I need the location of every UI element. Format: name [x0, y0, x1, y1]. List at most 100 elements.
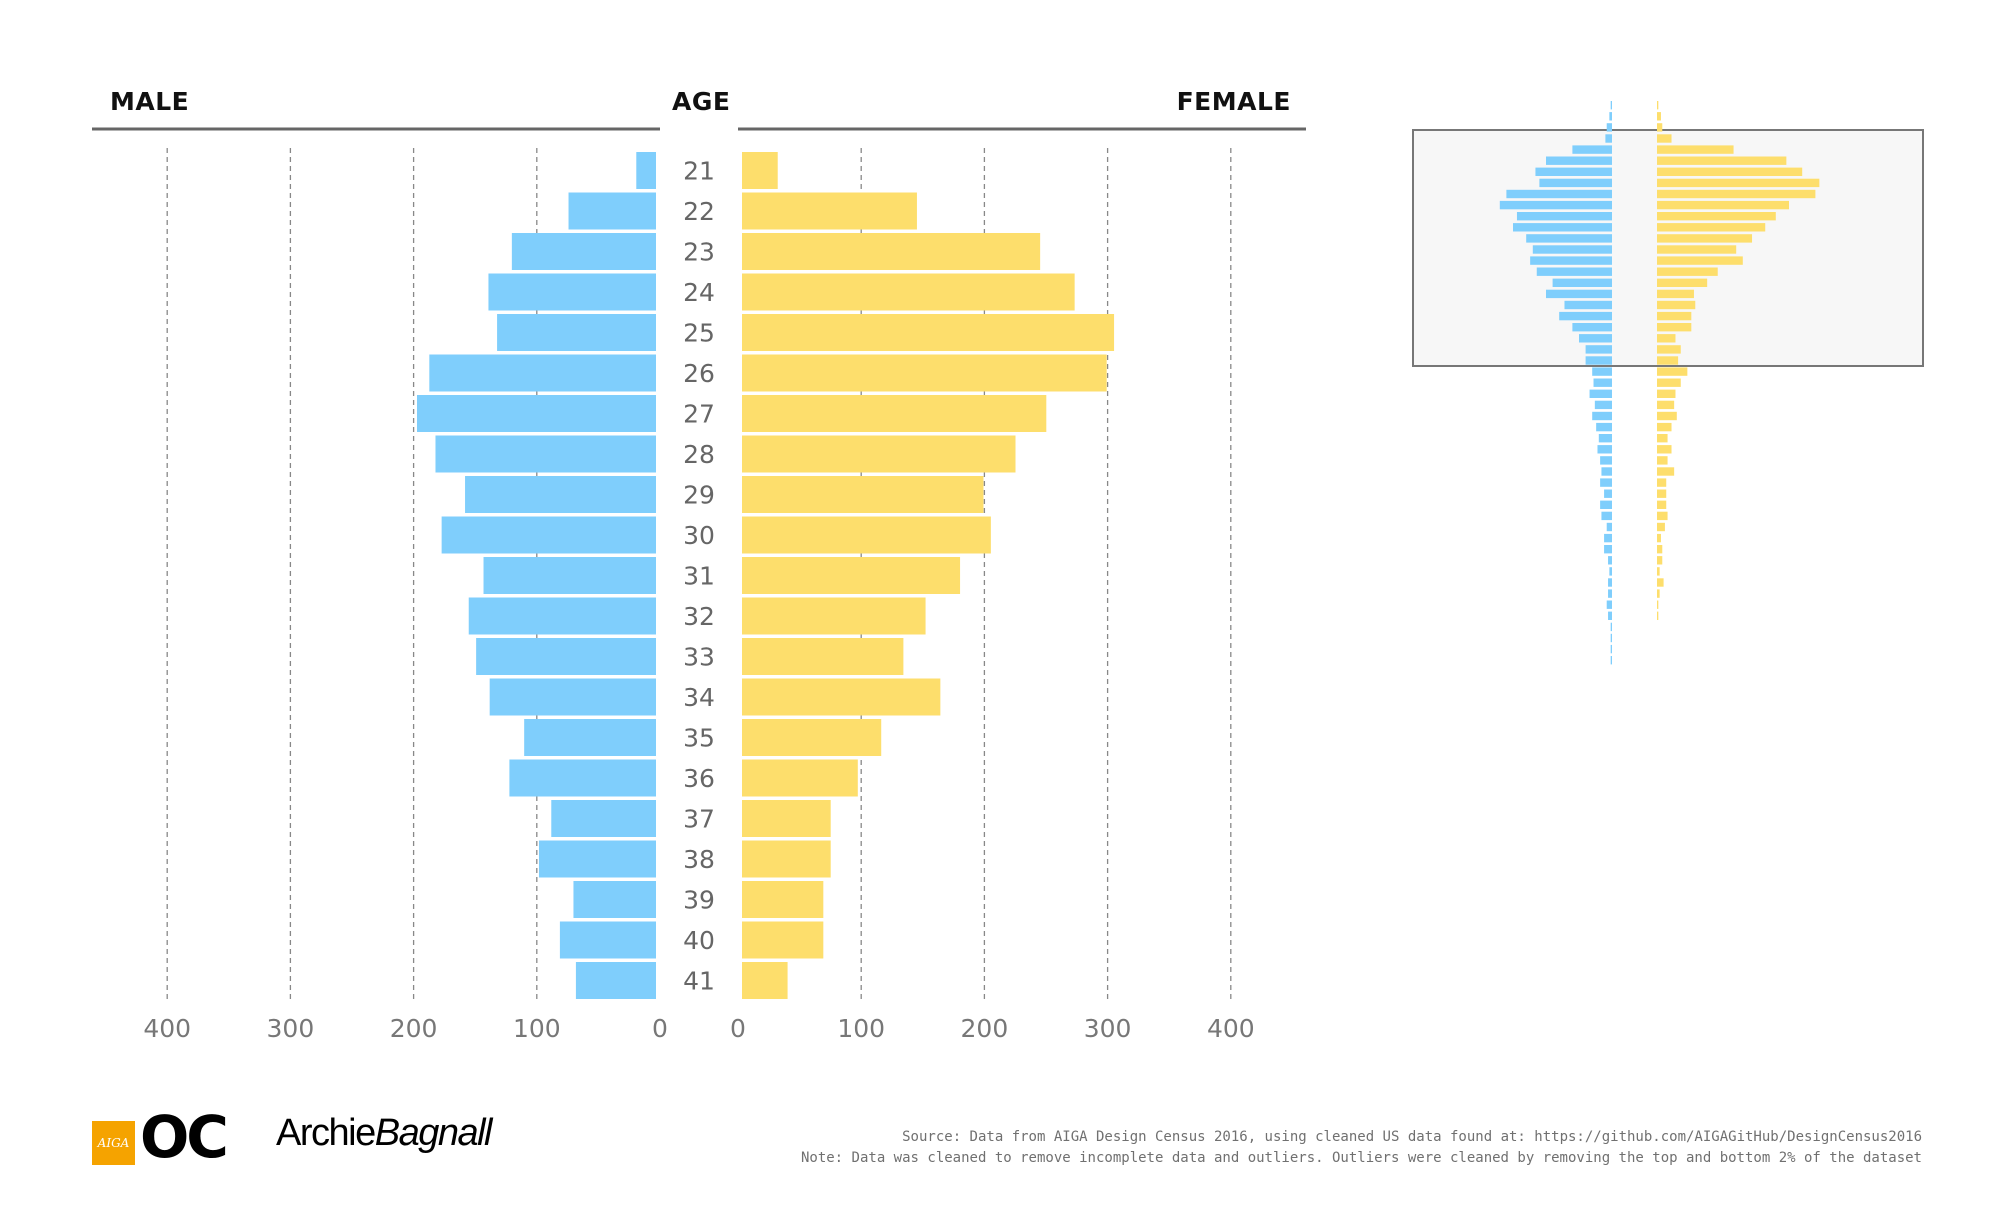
inset-female-bar-0	[1657, 101, 1659, 110]
inset-male-bar-29	[1596, 422, 1612, 432]
age-label-31: 31	[683, 562, 715, 591]
inset-male-bar-36	[1600, 500, 1612, 509]
inset-male-bar-1	[1609, 112, 1612, 121]
inset-female-bar-1	[1657, 112, 1661, 121]
inset-male-bar-49	[1610, 644, 1612, 654]
female-tick-300: 300	[1084, 1014, 1132, 1043]
inset-female-bar-12	[1657, 234, 1753, 243]
female-bar-25	[742, 314, 1115, 351]
inset-male-bar-15	[1536, 267, 1612, 276]
inset-female-bar-40	[1657, 545, 1663, 554]
inset-male-bar-10	[1516, 212, 1612, 221]
age-label-24: 24	[683, 278, 715, 307]
male-bar-22	[568, 192, 656, 230]
inset-male-bar-24	[1592, 367, 1612, 376]
inset-female-bar-32	[1657, 456, 1668, 465]
female-bar-31	[742, 557, 961, 594]
male-bar-21	[636, 152, 656, 189]
inset-female-bar-23	[1657, 356, 1679, 365]
inset-female-bar-7	[1657, 178, 1820, 188]
male-bar-35	[524, 719, 656, 756]
female-bar-26	[742, 354, 1107, 392]
inset-male-bar-16	[1552, 278, 1612, 287]
aiga-logo-text: AIGA	[97, 1136, 130, 1150]
inset-male-bar-50	[1610, 656, 1612, 665]
aiga-logo: AIGA	[92, 1121, 135, 1165]
bars	[416, 152, 1115, 999]
inset-male-bar-18	[1564, 300, 1612, 310]
inset-female-bar-31	[1657, 445, 1672, 454]
logo-bagnall-text: Bagnall	[374, 1112, 493, 1154]
inset-male-bar-46	[1608, 611, 1612, 620]
inset-male-bar-22	[1585, 345, 1612, 354]
inset-female-bar-26	[1657, 389, 1676, 398]
inset-male-bar-43	[1608, 578, 1612, 587]
male-bar-41	[575, 962, 656, 999]
female-bar-30	[742, 516, 991, 554]
female-bar-35	[742, 719, 882, 756]
inset-female-bar-6	[1657, 167, 1803, 176]
inset-male-bar-17	[1546, 289, 1612, 299]
female-bar-41	[742, 962, 788, 999]
female-bar-38	[742, 840, 831, 878]
inset-female-bar-25	[1657, 378, 1681, 387]
inset-male-bar-41	[1608, 556, 1612, 565]
inset-female-bar-11	[1657, 223, 1766, 232]
female-bar-24	[742, 273, 1075, 311]
female-bar-40	[742, 921, 824, 959]
inset-male-bar-2	[1606, 123, 1612, 132]
female-bar-21	[742, 152, 778, 189]
age-label-27: 27	[683, 400, 715, 429]
female-bar-33	[742, 638, 904, 675]
age-label-30: 30	[683, 521, 715, 550]
age-label-40: 40	[683, 926, 715, 955]
inset-male-bar-0	[1610, 101, 1612, 110]
inset-male-bar-7	[1539, 178, 1612, 188]
inset-male-bar-20	[1572, 323, 1612, 332]
male-bar-37	[551, 800, 656, 837]
inset-male-bar-26	[1589, 389, 1612, 398]
inset-male-bar-40	[1604, 545, 1612, 554]
inset-male-bar-45	[1606, 600, 1612, 609]
female-bar-37	[742, 800, 831, 837]
inset-female-bar-18	[1657, 300, 1696, 310]
inset-male-bar-12	[1526, 234, 1612, 243]
inset-female-bar-21	[1657, 334, 1676, 343]
male-bar-28	[435, 435, 656, 473]
inset-female-bar-42	[1657, 567, 1660, 576]
female-bar-36	[742, 759, 858, 797]
age-label-34: 34	[683, 683, 715, 712]
inset-female-bar-37	[1657, 511, 1668, 521]
male-bar-23	[511, 233, 656, 270]
inset-female-bar-16	[1657, 278, 1708, 287]
age-label-37: 37	[683, 805, 715, 834]
age-label-26: 26	[683, 359, 715, 388]
female-bar-39	[742, 881, 824, 918]
inset-female-bar-4	[1657, 145, 1734, 154]
age-label-41: 41	[683, 967, 715, 996]
age-label-29: 29	[683, 481, 715, 510]
female-bar-28	[742, 435, 1016, 473]
inset-male-bar-34	[1600, 478, 1612, 487]
archie-bagnall-logo: ArchieBagnall	[276, 1112, 493, 1154]
male-header: MALE	[110, 87, 190, 116]
inset-male-bar-5	[1546, 156, 1612, 165]
male-bar-33	[476, 638, 656, 675]
inset-female-bar-15	[1657, 267, 1718, 276]
oc-logo: OC	[140, 1103, 229, 1171]
inset-male-bar-37	[1601, 511, 1612, 521]
female-tick-400: 400	[1207, 1014, 1255, 1043]
male-bar-24	[488, 273, 656, 311]
male-bar-27	[416, 395, 656, 432]
logo-archie-text: Archie	[276, 1112, 376, 1154]
inset-female-bar-46	[1657, 611, 1659, 620]
inset-female-bar-22	[1657, 345, 1681, 354]
cleaning-note: Note: Data was cleaned to remove incompl…	[800, 1150, 1922, 1166]
male-tick-100: 100	[513, 1014, 561, 1043]
male-bar-40	[559, 921, 656, 959]
inset-male-bar-32	[1600, 456, 1612, 465]
inset-female-bar-9	[1657, 200, 1789, 210]
age-label-36: 36	[683, 764, 715, 793]
inset-female-bar-29	[1657, 422, 1672, 432]
